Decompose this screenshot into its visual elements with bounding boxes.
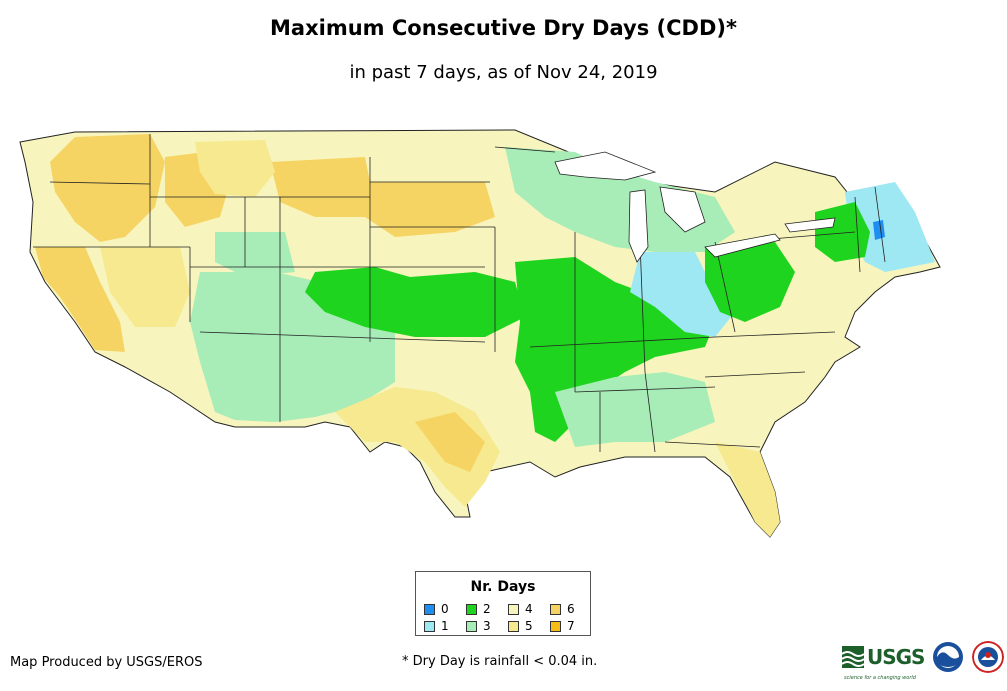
legend-item: 0	[424, 602, 466, 616]
agency-logos: USGS science for a changing world	[842, 636, 1005, 681]
lake-superior	[554, 151, 657, 181]
zone-southeast	[555, 372, 715, 447]
nws-seal-icon	[972, 641, 1005, 673]
great-lakes	[554, 151, 836, 263]
legend: Nr. Days 0 2 4 6 1 3 5 7	[415, 571, 591, 636]
usgs-logo-text: USGS	[867, 645, 925, 669]
zone-california	[35, 247, 125, 352]
zone-florida	[715, 442, 780, 537]
legend-swatch	[424, 620, 435, 632]
zone-new-england	[845, 182, 935, 272]
lake-michigan	[628, 189, 649, 263]
border-vt-nh	[874, 186, 886, 263]
zone-ohio-pennsylvania	[705, 242, 795, 322]
border-al-ga	[644, 371, 656, 453]
zone-central-plains	[305, 267, 525, 337]
noaa-seal-icon	[933, 642, 964, 672]
zone-northern-plains	[270, 157, 495, 237]
legend-item: 6	[550, 602, 592, 616]
dry-day-footnote: * Dry Day is rainfall < 0.04 in.	[402, 654, 598, 669]
legend-item: 2	[466, 602, 508, 616]
legend-item: 3	[466, 619, 508, 633]
lake-erie	[704, 233, 781, 258]
usgs-wave-icon	[842, 646, 864, 668]
zone-montana	[195, 140, 275, 197]
map-subtitle: in past 7 days, as of Nov 24, 2019	[349, 62, 658, 83]
border-va-nc	[714, 331, 836, 338]
legend-swatch	[508, 620, 519, 632]
usgs-tagline: science for a changing world	[844, 675, 916, 681]
lake-huron	[659, 186, 706, 233]
lake-ontario	[784, 217, 836, 233]
border-az-nm	[199, 331, 486, 343]
border-wa-or	[49, 181, 151, 185]
legend-swatch	[550, 603, 561, 615]
legend-item: 1	[424, 619, 466, 633]
border-oh-pa	[714, 241, 736, 333]
zone-nevada	[100, 247, 190, 327]
legend-label: 1	[441, 619, 449, 633]
border-nc-sc	[704, 371, 806, 378]
legend-item: 4	[508, 602, 550, 616]
border-in-oh	[639, 241, 646, 373]
zone-ohio-valley	[630, 252, 735, 337]
legend-label: 6	[567, 602, 575, 616]
legend-title: Nr. Days	[470, 579, 536, 595]
us-map	[19, 129, 941, 538]
legend-item: 5	[508, 619, 550, 633]
map-credit: Map Produced by USGS/EROS	[10, 655, 203, 670]
legend-label: 7	[567, 619, 575, 633]
legend-label: 4	[525, 602, 533, 616]
map-title: Maximum Consecutive Dry Days (CDD)*	[270, 16, 737, 40]
border-mn-wi	[494, 146, 556, 153]
usgs-logo: USGS science for a changing world	[842, 645, 925, 681]
dry-day-zones	[35, 134, 935, 537]
zone-maine-coast	[873, 220, 885, 240]
legend-label: 0	[441, 602, 449, 616]
legend-swatch	[466, 620, 477, 632]
legend-swatch	[424, 603, 435, 615]
state-borders	[33, 134, 886, 453]
border-mississippi	[529, 336, 716, 348]
zone-pacific-northwest	[50, 134, 165, 242]
legend-grid: 0 2 4 6 1 3 5 7	[424, 602, 592, 633]
border-ga-fl	[664, 441, 761, 448]
legend-swatch	[466, 603, 477, 615]
legend-label: 3	[483, 619, 491, 633]
legend-item: 7	[550, 619, 592, 633]
zone-rockies-green	[215, 232, 295, 277]
legend-swatch	[550, 620, 561, 632]
border-ne-states	[854, 196, 861, 273]
legend-label: 5	[525, 619, 533, 633]
legend-label: 2	[483, 602, 491, 616]
border-ky-tn	[574, 386, 716, 393]
zone-texas-dry	[415, 412, 485, 472]
legend-swatch	[508, 603, 519, 615]
